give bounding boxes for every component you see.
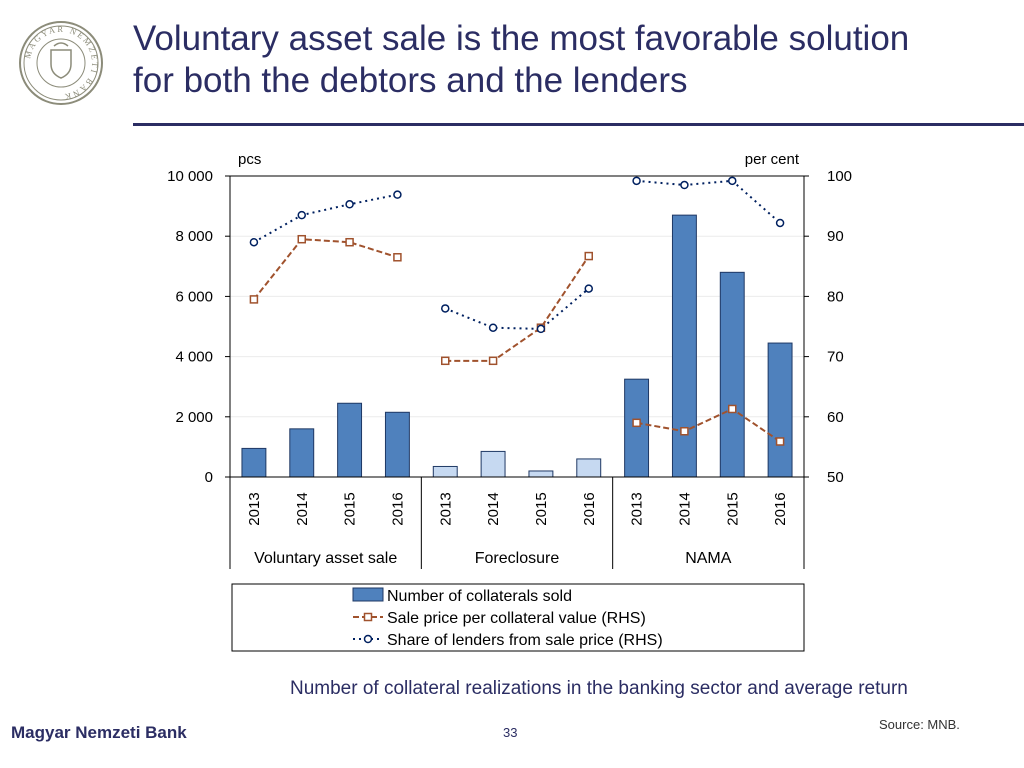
legend-label: Share of lenders from sale price (RHS) [387, 632, 663, 649]
left-tick-label: 6 000 [175, 288, 213, 305]
lender-share-point [584, 284, 593, 293]
page-number: 33 [503, 725, 518, 740]
lender-share-point [249, 237, 259, 247]
bar [289, 428, 315, 478]
right-tick-label: 80 [827, 288, 844, 305]
lender-share-point [297, 210, 306, 220]
year-label: 2016 [772, 492, 789, 525]
footer-brand: Magyar Nemzeti Bank [11, 723, 187, 742]
sale-price-point [632, 418, 641, 428]
right-tick-label: 60 [827, 409, 844, 426]
legend-bar-swatch [352, 587, 384, 602]
year-label: 2015 [533, 492, 550, 525]
bar [337, 402, 363, 478]
series-line [253, 193, 398, 244]
bar [384, 411, 410, 478]
right-axis-label: per cent [745, 151, 800, 168]
year-label: 2015 [342, 492, 359, 525]
group-label: Voluntary asset sale [254, 550, 397, 567]
year-label: 2016 [581, 492, 598, 525]
year-label: 2013 [246, 492, 263, 525]
left-tick-label: 10 000 [167, 168, 213, 185]
mnb-logo: MAGYAR NEMZETI BANK [19, 21, 103, 105]
sale-price-point [345, 237, 354, 247]
sale-price-point [441, 356, 450, 366]
series-line [636, 407, 781, 443]
bar [671, 214, 697, 478]
series-line [444, 287, 590, 330]
series-line [636, 179, 781, 224]
lender-share-point [488, 323, 498, 332]
legend-box [231, 583, 805, 652]
slide-title: Voluntary asset sale is the most favorab… [133, 18, 1003, 102]
bar [576, 458, 602, 478]
year-label: 2014 [676, 492, 693, 525]
right-tick-label: 100 [827, 168, 852, 185]
year-label: 2016 [389, 492, 406, 525]
lender-share-point [345, 200, 354, 209]
left-tick-label: 8 000 [175, 228, 213, 245]
title-divider [133, 123, 1024, 126]
bar [480, 450, 506, 478]
year-label: 2013 [629, 492, 646, 525]
year-label: 2014 [294, 492, 311, 525]
left-tick-label: 4 000 [175, 349, 213, 366]
lender-share-point [393, 190, 402, 199]
lender-share-point [536, 324, 546, 334]
lender-share-point [632, 176, 641, 186]
sale-price-point [728, 404, 737, 414]
lender-share-point [441, 304, 450, 313]
group-label: NAMA [685, 550, 732, 567]
lender-share-point [680, 180, 689, 190]
left-tick-label: 2 000 [175, 409, 213, 426]
year-label: 2013 [437, 492, 454, 525]
right-tick-label: 50 [827, 469, 844, 486]
source-note: Source: MNB. [879, 717, 960, 732]
sale-price-point [249, 295, 259, 304]
year-label: 2015 [724, 492, 741, 525]
series-line [253, 238, 398, 301]
bar [624, 378, 650, 478]
legend-label: Number of collaterals sold [387, 588, 572, 605]
bar [432, 465, 458, 478]
sale-price-point [488, 356, 498, 366]
lender-share-point [728, 176, 737, 186]
title-line-1: Voluntary asset sale is the most favorab… [133, 19, 910, 58]
year-label: 2014 [485, 492, 502, 525]
left-tick-label: 0 [205, 469, 213, 486]
series-line [445, 255, 590, 362]
chart-caption: Number of collateral realizations in the… [290, 678, 908, 699]
group-label: Foreclosure [475, 550, 560, 567]
bar [719, 271, 745, 478]
legend-share-marker [363, 634, 373, 644]
bar [767, 342, 793, 478]
sale-price-point [393, 253, 402, 262]
title-line-2: for both the debtors and the lenders [133, 61, 688, 100]
sale-price-point [775, 437, 785, 446]
left-axis-label: pcs [238, 151, 261, 168]
crest-icon [50, 49, 72, 79]
right-tick-label: 90 [827, 228, 844, 245]
bar [528, 470, 554, 478]
legend-sale-marker [363, 612, 373, 622]
lender-share-point [775, 218, 785, 228]
sale-price-point [297, 234, 306, 244]
sale-price-point [584, 251, 593, 261]
bar [241, 447, 267, 478]
right-tick-label: 70 [827, 349, 844, 366]
sale-price-point [680, 426, 689, 436]
legend-label: Sale price per collateral value (RHS) [387, 610, 646, 627]
